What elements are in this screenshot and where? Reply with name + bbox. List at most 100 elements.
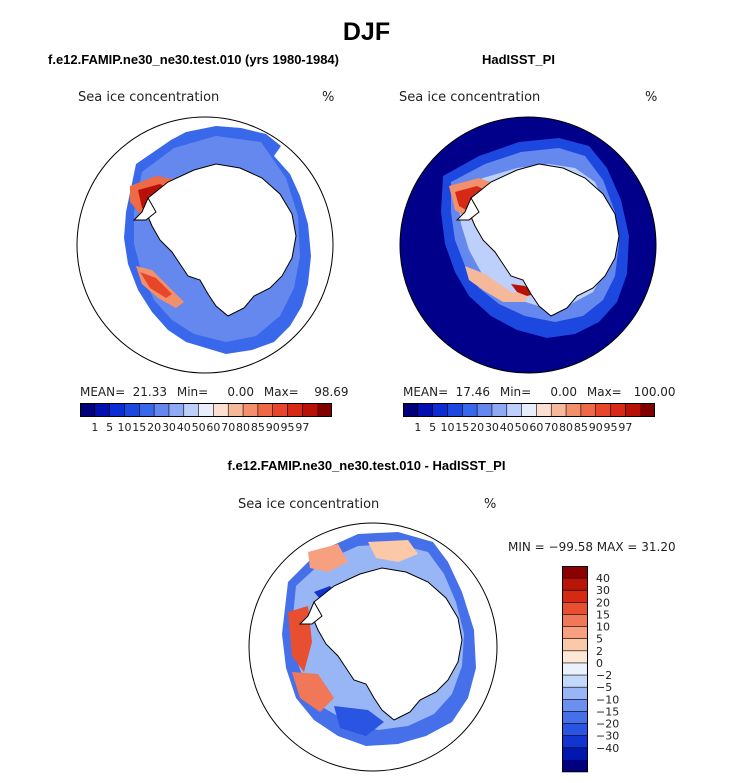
model-colorbar: 1 5 10 15 20 30 40 50 60 70 80 85 90 95 97 bbox=[80, 403, 332, 434]
diff-colorbar-swatch bbox=[562, 759, 588, 773]
obs-colorbar-swatch bbox=[403, 403, 419, 417]
obs-colorbar-label: 97 bbox=[618, 421, 632, 434]
model-colorbar-swatch bbox=[317, 403, 332, 417]
obs-colorbar-swatch bbox=[432, 403, 448, 417]
model-ice-ross-core bbox=[140, 272, 172, 298]
obs-colorbar-label: 90 bbox=[589, 421, 603, 434]
obs-colorbar-swatch bbox=[580, 403, 596, 417]
diff-colorbar-label: 0 bbox=[596, 657, 603, 670]
model-colorbar-label: 15 bbox=[132, 421, 146, 434]
model-mean-label: MEAN= bbox=[80, 385, 126, 399]
diff-colorbar-label: 20 bbox=[596, 596, 610, 609]
diff-colorbar-swatch bbox=[562, 614, 588, 627]
model-colorbar-label: 97 bbox=[295, 421, 309, 434]
obs-colorbar-label: 30 bbox=[485, 421, 499, 434]
obs-max-value: 100.00 bbox=[633, 385, 676, 399]
obs-colorbar-swatch bbox=[625, 403, 641, 417]
model-colorbar-swatch bbox=[80, 403, 96, 417]
model-colorbar-label: 90 bbox=[266, 421, 280, 434]
diff-ice-pos-1 bbox=[308, 544, 348, 572]
model-colorbar-swatch bbox=[243, 403, 259, 417]
diff-colorbar-label: −2 bbox=[596, 669, 612, 682]
diff-colorbar-swatch bbox=[562, 699, 588, 712]
obs-peninsula bbox=[455, 196, 480, 221]
diff-colorbar-swatch bbox=[562, 590, 588, 603]
diff-colorbar-label: 40 bbox=[596, 572, 610, 585]
diff-colorbar-label: −10 bbox=[596, 693, 619, 706]
obs-colorbar-swatch bbox=[536, 403, 552, 417]
model-colorbar-swatch bbox=[183, 403, 199, 417]
model-colorbar-swatch bbox=[139, 403, 155, 417]
model-colorbar-swatch bbox=[154, 403, 170, 417]
model-colorbar-swatch bbox=[124, 403, 140, 417]
obs-colorbar-label: 15 bbox=[455, 421, 469, 434]
obs-colorbar-label: 40 bbox=[500, 421, 514, 434]
model-colorbar-label: 70 bbox=[221, 421, 235, 434]
obs-colorbar-swatch bbox=[595, 403, 611, 417]
model-unit-label: % bbox=[322, 90, 335, 105]
model-colorbar-swatch bbox=[198, 403, 214, 417]
obs-colorbar-swatch bbox=[417, 403, 433, 417]
model-variable-label: Sea ice concentration bbox=[78, 90, 220, 105]
diff-colorbar-swatch bbox=[562, 578, 588, 591]
diff-colorbar-label: 2 bbox=[596, 645, 603, 658]
model-mean-value: 21.33 bbox=[132, 385, 168, 399]
model-min-value: 0.00 bbox=[227, 385, 255, 399]
model-stats: MEAN= 21.33 Min= 0.00 Max= 98.69 bbox=[80, 385, 349, 399]
diff-colorbar-label: 15 bbox=[596, 608, 610, 621]
diff-colorbar-label: −15 bbox=[596, 705, 619, 718]
diff-colorbar-swatch bbox=[562, 626, 588, 640]
obs-colorbar-label: 5 bbox=[429, 421, 436, 434]
model-max-label: Max= bbox=[263, 385, 299, 399]
model-colorbar-swatch bbox=[109, 403, 125, 417]
diff-ice-pos-4 bbox=[292, 672, 334, 712]
diff-colorbar-label: 5 bbox=[596, 633, 603, 646]
obs-antarctica-land bbox=[468, 163, 620, 317]
model-peninsula bbox=[132, 196, 157, 221]
obs-variable-label: Sea ice concentration bbox=[399, 90, 541, 105]
diff-unit-label: % bbox=[484, 497, 497, 512]
obs-colorbar-label: 10 bbox=[440, 421, 454, 434]
diff-colorbar-swatch bbox=[562, 687, 588, 700]
diff-colorbar-swatch bbox=[562, 735, 588, 749]
obs-colorbar-label: 80 bbox=[559, 421, 573, 434]
model-colorbar-label: 60 bbox=[206, 421, 220, 434]
diff-ice-neg-1 bbox=[334, 706, 384, 736]
diff-peninsula bbox=[298, 600, 323, 625]
diff-variable-label: Sea ice concentration bbox=[238, 497, 380, 512]
model-colorbar-swatch bbox=[272, 403, 288, 417]
obs-stats: MEAN= 17.46 Min= 0.00 Max= 100.00 bbox=[403, 385, 676, 399]
diff-colorbar-swatch bbox=[562, 566, 588, 579]
obs-mean-value: 17.46 bbox=[455, 385, 491, 399]
diff-antarctica-land bbox=[311, 567, 463, 721]
obs-colorbar-label: 70 bbox=[544, 421, 558, 434]
obs-min-label: Min= bbox=[499, 385, 532, 399]
model-colorbar-swatch bbox=[168, 403, 185, 417]
obs-colorbar-label: 60 bbox=[529, 421, 543, 434]
obs-colorbar-label: 95 bbox=[604, 421, 618, 434]
diff-colorbar-label: −40 bbox=[596, 742, 619, 755]
model-colorbar-label: 1 bbox=[91, 421, 98, 434]
obs-colorbar: 1 5 10 15 20 30 40 50 60 70 80 85 90 95 97 bbox=[403, 403, 655, 434]
obs-colorbar-swatch bbox=[551, 403, 567, 417]
obs-panel-title: HadISST_PI bbox=[482, 52, 555, 67]
model-colorbar-label: 40 bbox=[177, 421, 191, 434]
diff-colorbar-swatch bbox=[562, 675, 588, 688]
model-colorbar-label: 50 bbox=[192, 421, 206, 434]
model-colorbar-label: 20 bbox=[147, 421, 161, 434]
diff-ice-pos-2 bbox=[368, 540, 418, 562]
obs-colorbar-swatch bbox=[506, 403, 522, 417]
diff-colorbar-swatch bbox=[562, 711, 588, 724]
diff-colorbar-swatch bbox=[562, 662, 588, 676]
diff-polar-map bbox=[248, 522, 498, 772]
diff-panel-title: f.e12.FAMIP.ne30_ne30.test.010 - HadISST… bbox=[227, 458, 506, 473]
model-colorbar-swatch bbox=[302, 403, 318, 417]
obs-colorbar-swatch bbox=[447, 403, 463, 417]
diff-colorbar-swatch bbox=[562, 747, 588, 761]
model-colorbar-swatch bbox=[228, 403, 244, 417]
model-antarctica-land bbox=[145, 163, 297, 317]
diff-colorbar-swatch bbox=[562, 650, 588, 664]
obs-max-label: Max= bbox=[586, 385, 622, 399]
obs-polar-map bbox=[399, 116, 657, 374]
